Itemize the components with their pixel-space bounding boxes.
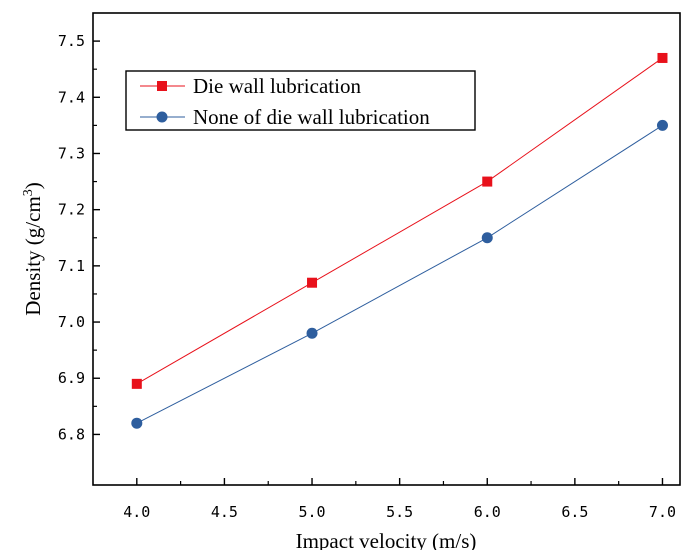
x-tick-label: 6.0: [474, 503, 501, 521]
series-layer: [131, 52, 668, 429]
data-point-circle: [656, 119, 668, 131]
data-point-circle: [306, 327, 318, 339]
y-axis-title-sup: 3: [21, 189, 36, 196]
legend-label-0: Die wall lubrication: [193, 74, 361, 98]
plot-frame: [92, 12, 681, 486]
legend-label-1: None of die wall lubrication: [193, 105, 430, 129]
data-point-square: [482, 176, 493, 187]
legend-box: [125, 70, 476, 131]
y-tick-label: 7.3: [58, 144, 85, 162]
x-tick-label: 5.0: [298, 503, 325, 521]
data-point-square: [307, 277, 318, 288]
y-axis-title-tail: ): [21, 182, 45, 189]
y-tick-label: 7.4: [58, 88, 85, 106]
data-point-circle: [481, 232, 493, 244]
x-tick-label: 5.5: [386, 503, 413, 521]
y-tick-label: 6.9: [58, 369, 85, 387]
y-tick-label: 7.1: [58, 257, 85, 275]
legend-marker-1: [156, 111, 168, 123]
legend-marker-0: [157, 81, 167, 91]
x-tick-label: 7.0: [649, 503, 676, 521]
axis-ticks: 4.0 4.5 5.0 5.5 6.0 6.5 7.0 6.8 6.9 7.0 7.1 7.2 7.3 7…: [58, 32, 676, 521]
y-tick-label: 7.5: [58, 32, 85, 50]
y-tick-label: 7.2: [58, 201, 85, 219]
y-axis-title-main: Density (g/cm: [21, 196, 45, 316]
data-point-square: [131, 378, 142, 389]
data-point-square: [657, 52, 668, 63]
x-axis-title: Impact velocity (m/s): [296, 529, 477, 550]
x-tick-label: 6.5: [561, 503, 588, 521]
y-axis-title: Density (g/cm3): [21, 182, 45, 316]
data-point-circle: [131, 417, 143, 429]
x-tick-label: 4.0: [123, 503, 150, 521]
y-tick-label: 6.8: [58, 425, 85, 443]
y-tick-label: 7.0: [58, 313, 85, 331]
series-line-0: [136, 57, 663, 385]
x-tick-label: 4.5: [211, 503, 238, 521]
legend: Die wall lubrication None of die wall lu…: [125, 70, 476, 131]
series-line-1: [136, 124, 663, 424]
